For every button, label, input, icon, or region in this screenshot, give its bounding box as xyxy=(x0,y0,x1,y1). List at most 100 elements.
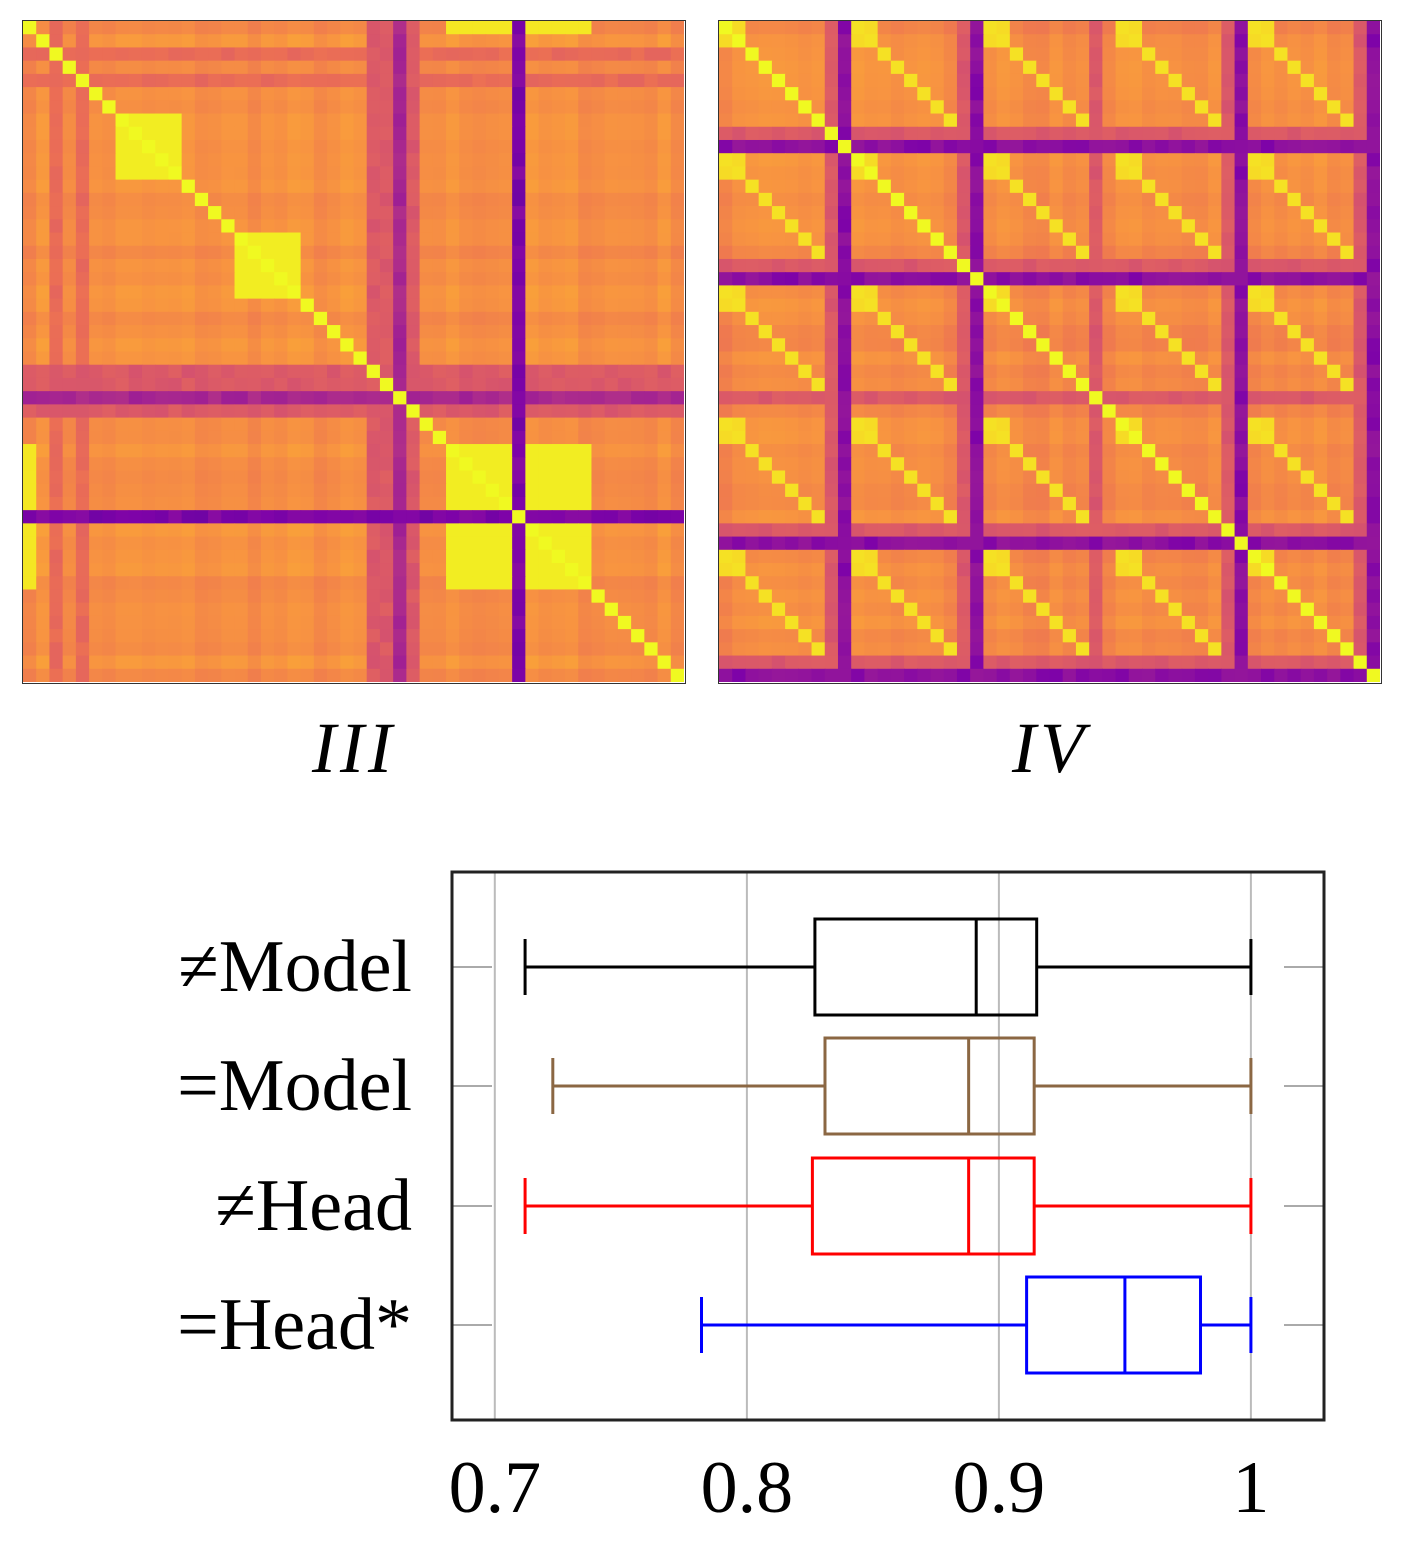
heatmap-cell xyxy=(996,377,1011,392)
heatmap-cell xyxy=(851,444,866,458)
heatmap-cell xyxy=(1221,417,1236,432)
heatmap-cell xyxy=(837,377,852,392)
heatmap-iii-cells xyxy=(23,21,684,682)
heatmap-cell xyxy=(996,470,1011,485)
heatmap-cell xyxy=(366,457,381,472)
heatmap-cell xyxy=(340,351,355,366)
heatmap-cell xyxy=(1300,629,1315,643)
heatmap-cell xyxy=(313,325,328,339)
heatmap-cell xyxy=(1062,457,1077,472)
heatmap-cell xyxy=(785,629,799,643)
heatmap-cell xyxy=(996,430,1011,445)
heatmap-cell xyxy=(1168,87,1183,101)
heatmap-cell xyxy=(1036,245,1051,260)
heatmap-cell xyxy=(1168,192,1183,207)
heatmap-cell xyxy=(943,615,958,630)
heatmap-cell xyxy=(1142,245,1156,260)
heatmap-cell xyxy=(758,668,773,682)
heatmap-cell xyxy=(525,615,540,630)
heatmap-cell xyxy=(996,47,1011,62)
heatmap-cell xyxy=(1327,113,1341,128)
heatmap-cell xyxy=(798,73,813,88)
heatmap-cell xyxy=(168,166,183,181)
heatmap-cell xyxy=(1155,113,1170,128)
heatmap-cell xyxy=(631,153,645,168)
heatmap-cell xyxy=(260,668,275,682)
heatmap-cell xyxy=(1274,87,1289,101)
heatmap-cell xyxy=(644,430,659,445)
heatmap-cell xyxy=(525,655,540,670)
heatmap-cell xyxy=(340,377,355,392)
heatmap-cell xyxy=(917,589,932,604)
heatmap-cell xyxy=(432,563,447,577)
heatmap-cell xyxy=(1049,377,1064,392)
heatmap-cell xyxy=(221,377,236,392)
heatmap-cell xyxy=(1049,457,1064,472)
heatmap-cell xyxy=(194,272,209,286)
heatmap-cell xyxy=(141,668,156,682)
heatmap-cell xyxy=(917,192,932,207)
heatmap-cell xyxy=(115,258,130,273)
heatmap-cell xyxy=(1300,219,1315,234)
heatmap-cell xyxy=(1194,615,1209,630)
heatmap-cell xyxy=(472,629,487,643)
heatmap-cell xyxy=(811,272,826,286)
heatmap-cell xyxy=(745,206,760,220)
heatmap-cell xyxy=(446,258,460,273)
heatmap-cell xyxy=(1115,589,1130,604)
heatmap-cell xyxy=(1089,325,1103,339)
heatmap-cell xyxy=(904,549,918,564)
heatmap-cell xyxy=(446,615,460,630)
heatmap-cell xyxy=(49,47,64,62)
heatmap-cell xyxy=(353,338,368,353)
heatmap-cell xyxy=(578,629,593,643)
heatmap-cell xyxy=(221,589,236,604)
heatmap-cell xyxy=(1128,602,1143,617)
heatmap-cell xyxy=(771,602,786,617)
heatmap-cell xyxy=(930,549,945,564)
heatmap-cell xyxy=(1181,602,1196,617)
heatmap-cell xyxy=(287,510,302,524)
heatmap-cell xyxy=(670,549,684,564)
heatmap-cell xyxy=(313,87,328,101)
heatmap-cell xyxy=(208,457,222,472)
heatmap-cell xyxy=(904,113,918,128)
heatmap-cell xyxy=(732,192,747,207)
heatmap-cell xyxy=(393,404,407,419)
heatmap-cell xyxy=(419,21,434,35)
heatmap-cell xyxy=(578,126,593,141)
heatmap-cell xyxy=(459,232,474,247)
heatmap-cell xyxy=(1261,404,1275,419)
heatmap-cell xyxy=(446,126,460,141)
heatmap-cell xyxy=(446,391,460,405)
heatmap-cell xyxy=(551,232,566,247)
heatmap-cell xyxy=(128,351,143,366)
heatmap-cell xyxy=(1208,113,1222,128)
heatmap-cell xyxy=(23,298,37,313)
heatmap-cell xyxy=(1313,219,1328,234)
heatmap-cell xyxy=(1274,655,1289,670)
heatmap-cell xyxy=(798,311,813,326)
heatmap-cell xyxy=(208,430,222,445)
heatmap-cell xyxy=(274,470,288,485)
heatmap-cell xyxy=(956,549,971,564)
heatmap-cell xyxy=(260,642,275,657)
heatmap-cell xyxy=(194,179,209,194)
heatmap-cell xyxy=(864,642,879,657)
heatmap-cell xyxy=(565,510,579,524)
heatmap-cell xyxy=(890,73,905,88)
heatmap-cell xyxy=(247,47,262,62)
heatmap-cell xyxy=(379,496,394,511)
heatmap-cell xyxy=(287,298,302,313)
heatmap-cell xyxy=(798,285,813,300)
heatmap-cell xyxy=(419,47,434,62)
heatmap-cell xyxy=(1062,496,1077,511)
heatmap-cell xyxy=(1075,351,1090,366)
heatmap-cell xyxy=(115,364,130,379)
heatmap-cell xyxy=(1023,536,1037,551)
heatmap-cell xyxy=(459,179,474,194)
heatmap-cell xyxy=(155,179,170,194)
heatmap-cell xyxy=(432,655,447,670)
heatmap-cell xyxy=(472,338,487,353)
heatmap-cell xyxy=(75,73,90,88)
